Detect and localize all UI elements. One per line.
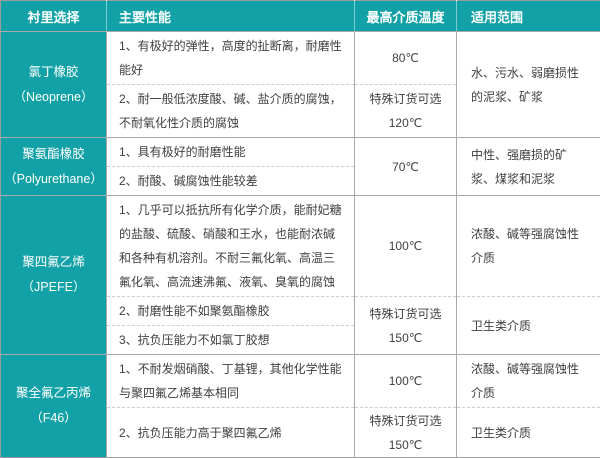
header-applicable-range: 适用范围 [457,1,600,32]
material-subname: （F46） [1,406,106,431]
material-subname: （Polyurethane） [1,167,106,192]
temperature-cell: 70℃ [355,138,457,196]
performance-cell: 2、耐一般低浓度酸、碱、盐介质的腐蚀，不耐氧化性介质的腐蚀 [107,85,355,138]
header-max-medium-temperature: 最高介质温度 [355,1,457,32]
range-cell: 水、污水、弱磨损性的泥浆、矿浆 [457,32,600,138]
material-name: 聚四氟乙烯 [1,250,106,275]
temperature-cell: 100℃ [355,355,457,408]
material-cell-neoprene: 氯丁橡胶 （Neoprene） [1,32,107,138]
temperature-cell: 100℃ [355,196,457,297]
range-cell: 卫生类介质 [457,408,600,458]
material-name: 聚氨酯橡胶 [1,142,106,167]
performance-cell: 3、抗负压能力不如氯丁胶想 [107,326,355,355]
material-cell-ptfe: 聚四氟乙烯 （JPEFE） [1,196,107,355]
material-subname: （JPEFE） [1,275,106,300]
material-subname: （Neoprene） [1,85,106,110]
header-lining-selection: 衬里选择 [1,1,107,32]
performance-cell: 2、耐酸、碱腐蚀性能较差 [107,167,355,196]
table-row: 聚氨酯橡胶 （Polyurethane） 1、具有极好的耐磨性能 70℃ 中性、… [1,138,600,167]
header-row: 衬里选择 主要性能 最高介质温度 适用范围 [1,1,600,32]
table-row: 氯丁橡胶 （Neoprene） 1、有极好的弹性，高度的扯断离，耐磨性能好 80… [1,32,600,85]
performance-cell: 1、有极好的弹性，高度的扯断离，耐磨性能好 [107,32,355,85]
temperature-cell: 特殊订货可选 150℃ [355,297,457,355]
material-name: 氯丁橡胶 [1,60,106,85]
material-name: 聚全氟乙丙烯 [1,381,106,406]
temperature-cell: 特殊订货可选 150℃ [355,408,457,458]
header-main-performance: 主要性能 [107,1,355,32]
temperature-cell: 80℃ [355,32,457,85]
range-cell: 中性、强磨损的矿浆、煤浆和泥浆 [457,138,600,196]
table-row: 聚四氟乙烯 （JPEFE） 1、几乎可以抵抗所有化学介质，能耐妃糖的盐酸、硫酸、… [1,196,600,297]
table-row: 聚全氟乙丙烯 （F46） 1、不耐发烟硝酸、丁基锂，其他化学性能与聚四氟乙烯基本… [1,355,600,408]
performance-cell: 2、耐磨性能不如聚氨酯橡胶 [107,297,355,326]
performance-cell: 1、不耐发烟硝酸、丁基锂，其他化学性能与聚四氟乙烯基本相同 [107,355,355,408]
material-cell-f46: 聚全氟乙丙烯 （F46） [1,355,107,458]
range-cell: 浓酸、碱等强腐蚀性介质 [457,196,600,297]
performance-cell: 2、抗负压能力高于聚四氟乙烯 [107,408,355,458]
range-cell: 浓酸、碱等强腐蚀性介质 [457,355,600,408]
performance-cell: 1、具有极好的耐磨性能 [107,138,355,167]
temperature-cell: 特殊订货可选 120℃ [355,85,457,138]
range-cell: 卫生类介质 [457,297,600,355]
performance-cell: 1、几乎可以抵抗所有化学介质，能耐妃糖的盐酸、硫酸、硝酸和王水，也能耐浓碱和各种… [107,196,355,297]
material-cell-polyurethane: 聚氨酯橡胶 （Polyurethane） [1,138,107,196]
